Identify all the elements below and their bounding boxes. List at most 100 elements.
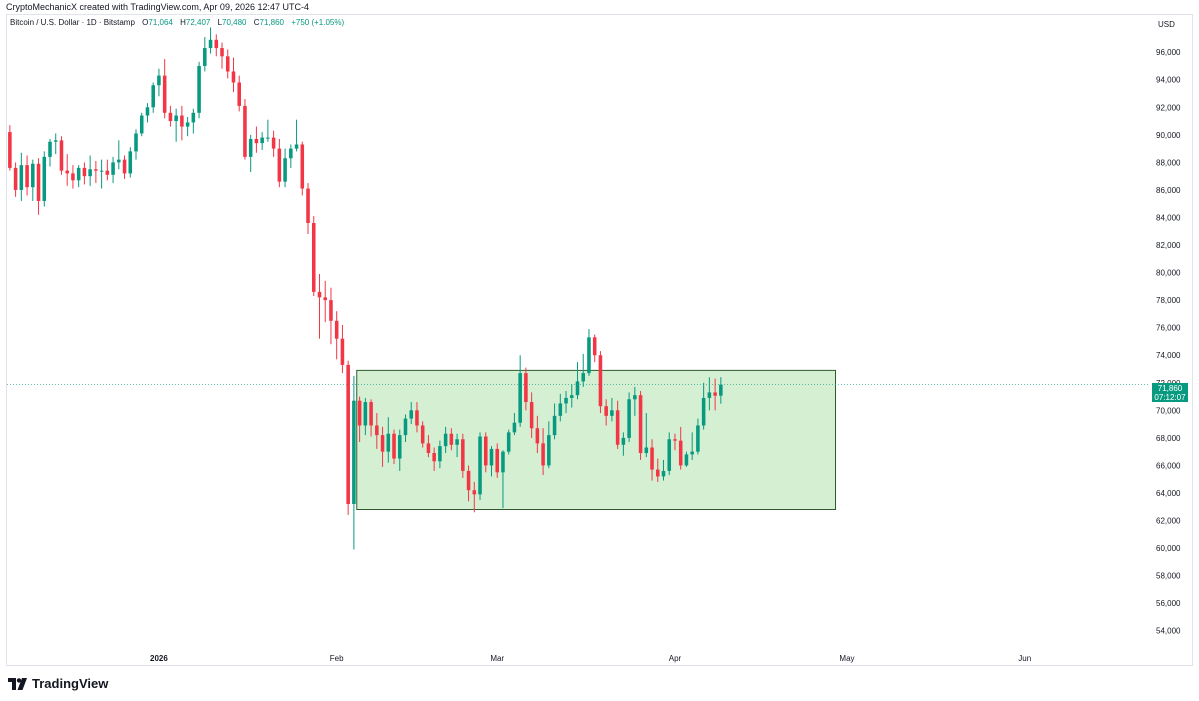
candle [65,154,69,186]
candle-body [661,470,666,477]
candle [455,433,459,458]
candle [610,397,614,422]
candle-body [237,82,241,106]
candle [88,155,92,186]
candle-body [455,439,459,445]
candle [506,429,511,455]
candle-body [254,138,259,144]
candle-body [449,433,454,445]
candle [644,413,649,458]
candle [243,99,247,160]
candle-body [541,443,545,466]
candle [266,119,270,142]
candle [306,183,310,235]
candle-body [36,163,41,201]
candle-body [667,439,672,471]
candle-body [696,425,700,452]
candle-body [592,337,597,356]
candle [19,152,24,201]
candle-body [604,406,608,416]
candle-body [518,373,522,423]
candle [495,443,500,478]
candle [397,429,402,471]
symbol-name[interactable]: Bitcoin / U.S. Dollar · 1D · Bitstamp [10,18,135,27]
candle-body [122,159,127,174]
candle-body [415,410,419,426]
candle [713,378,717,411]
candle [13,162,18,197]
candle [466,465,471,502]
candle-body [111,162,115,175]
candle-body [627,399,631,438]
last-price-tag: 71,860 07:12:07 [1152,383,1188,402]
candle [220,42,224,69]
candle [352,375,356,550]
candle [231,57,236,93]
y-tick-label: 78,000 [1156,296,1181,305]
candle [684,451,689,467]
candle-body [311,222,316,292]
candle [283,148,287,188]
candle-body [208,39,213,49]
candle-body [638,395,643,454]
candle-body [524,373,528,403]
candle-body [495,448,500,473]
candle [524,367,528,411]
candle [650,439,654,481]
candle-body [128,151,133,174]
candle-body [48,141,52,157]
y-tick-label: 58,000 [1156,572,1181,581]
candle [180,105,184,141]
candle-body [478,436,482,495]
y-tick-label: 80,000 [1156,269,1181,278]
candle-body [294,144,299,149]
candle-body [220,48,224,57]
y-tick-label: 94,000 [1156,76,1181,85]
candle-body [369,402,373,426]
candle [638,391,643,460]
candle-body [581,373,586,382]
candle-body [139,115,144,134]
candle [415,402,419,433]
candle-body [352,400,356,504]
candle-body [289,148,293,159]
candle [157,68,161,97]
candle [294,119,299,152]
candle [661,459,666,481]
y-tick-label: 56,000 [1156,599,1181,608]
candle-body [94,169,98,171]
candle-body [145,107,150,116]
candle-body [506,432,511,452]
candle-body [203,48,207,66]
candle [472,481,477,513]
candle-body [633,395,637,400]
candle-body [386,433,391,452]
candle [99,159,104,189]
candle-body [334,320,339,339]
tradingview-logo[interactable]: TradingView [8,676,108,691]
candle [271,130,276,157]
candle [105,159,110,181]
y-tick-label: 54,000 [1156,627,1181,636]
candle-body [323,297,327,301]
candle [369,399,373,437]
change-value: +750 (+1.05%) [291,18,345,27]
candle [214,34,219,57]
candle [174,108,178,142]
candle [162,59,167,119]
candle-body [180,115,184,127]
candle [225,49,230,79]
y-tick-label: 96,000 [1156,48,1181,57]
candle [237,75,241,112]
candle-body [403,418,408,436]
candle-body [690,451,694,455]
candle [701,382,706,430]
candle-body [615,410,620,445]
candle [122,155,127,179]
candle [696,418,700,455]
currency-label[interactable]: USD [1158,20,1175,29]
candle-body [191,112,196,123]
candle-body [719,384,723,396]
price-axis: 54,000 56,000 58,000 60,000 62,000 64,000 66,0… [1156,48,1181,636]
